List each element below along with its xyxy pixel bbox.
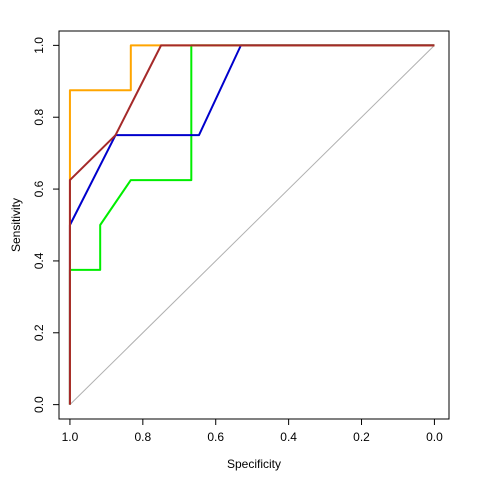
y-tick-label: 0.2 (32, 324, 46, 341)
series-layer (68, 44, 435, 405)
y-tick-label: 0.0 (32, 396, 46, 413)
x-tick-label: 0.2 (353, 430, 370, 444)
reference-diagonal-line (69, 45, 435, 405)
x-axis-title: Specificity (227, 457, 281, 471)
x-tick-label: 0.8 (134, 430, 151, 444)
x-tick-label: 0.4 (280, 430, 297, 444)
y-axis: 0.0 0.2 0.4 0.6 0.8 1.0 (32, 37, 60, 413)
x-axis: 1.0 0.8 0.6 0.4 0.2 0.0 (62, 418, 443, 444)
x-tick-label: 1.0 (62, 430, 79, 444)
y-tick-label: 0.8 (32, 109, 46, 126)
y-tick-label: 0.4 (32, 252, 46, 269)
y-axis-title: Sensitivity (9, 198, 23, 252)
y-tick-label: 0.6 (32, 180, 46, 197)
x-tick-label: 0.6 (207, 430, 224, 444)
roc-curve-4 (68, 44, 435, 405)
x-tick-label: 0.0 (426, 430, 443, 444)
reference-line-layer (69, 45, 435, 405)
roc-curve-1 (68, 44, 435, 405)
y-tick-label: 1.0 (32, 37, 46, 54)
